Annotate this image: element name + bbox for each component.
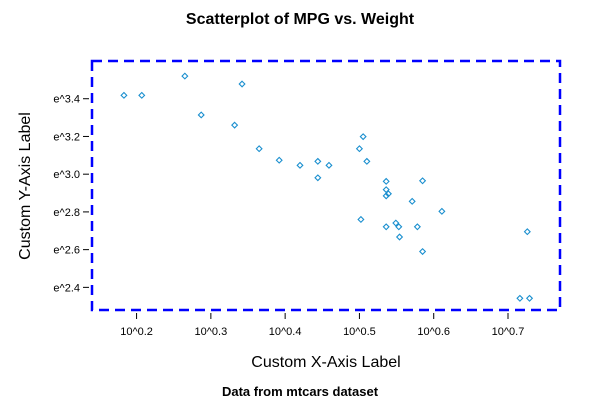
data-point [238, 80, 246, 88]
data-point [314, 157, 322, 165]
data-point [392, 219, 400, 227]
data-point [382, 192, 390, 200]
data-point [255, 145, 263, 153]
data-point [197, 111, 205, 119]
data-point [314, 174, 322, 182]
plot-frame [90, 59, 562, 312]
data-point [418, 247, 427, 256]
x-axis-ticks: 10^0.2 10^0.3 10^0.4 10^0.5 10^0.6 10^0.7 [120, 313, 524, 338]
y-tick-label: e^3.4 [53, 94, 80, 106]
data-point [363, 157, 371, 165]
data-point [357, 215, 365, 224]
y-axis-label: Custom Y-Axis Label [17, 112, 34, 260]
data-point [382, 223, 390, 231]
x-tick-label: 10^0.3 [195, 326, 228, 338]
data-point [408, 197, 416, 205]
y-tick-label: e^2.4 [53, 282, 80, 294]
x-tick-label: 10^0.4 [269, 326, 302, 338]
data-point [296, 161, 304, 169]
y-tick-label: e^3.0 [53, 169, 80, 181]
data-point [418, 177, 427, 185]
data-point [325, 161, 333, 169]
data-point [382, 177, 390, 185]
data-point [181, 72, 189, 80]
y-tick-label: e^3.2 [53, 131, 80, 143]
data-points [120, 72, 534, 302]
x-axis-label: Custom X-Axis Label [251, 354, 400, 371]
y-axis-ticks: e^2.4 e^2.6 e^2.8 e^3.0 e^3.2 e^3.4 [53, 94, 89, 294]
data-point [138, 91, 146, 99]
data-point [413, 223, 421, 231]
x-tick-label: 10^0.6 [417, 326, 450, 338]
x-tick-label: 10^0.5 [343, 326, 376, 338]
chart-title: Scatterplot of MPG vs. Weight [186, 11, 415, 28]
data-point [120, 91, 128, 99]
x-tick-label: 10^0.2 [120, 326, 153, 338]
chart-caption: Data from mtcars dataset [222, 384, 379, 399]
data-point [231, 121, 239, 129]
data-point [275, 156, 283, 164]
y-tick-label: e^2.8 [53, 207, 80, 219]
data-point [438, 207, 446, 215]
data-point [516, 294, 524, 302]
data-point [525, 294, 534, 302]
data-point [355, 145, 364, 153]
data-point [523, 228, 531, 236]
data-point [359, 133, 367, 141]
data-point [395, 223, 403, 231]
x-tick-label: 10^0.7 [492, 326, 525, 338]
y-tick-label: e^2.6 [53, 245, 80, 257]
data-point [384, 190, 392, 198]
data-point [395, 233, 404, 241]
